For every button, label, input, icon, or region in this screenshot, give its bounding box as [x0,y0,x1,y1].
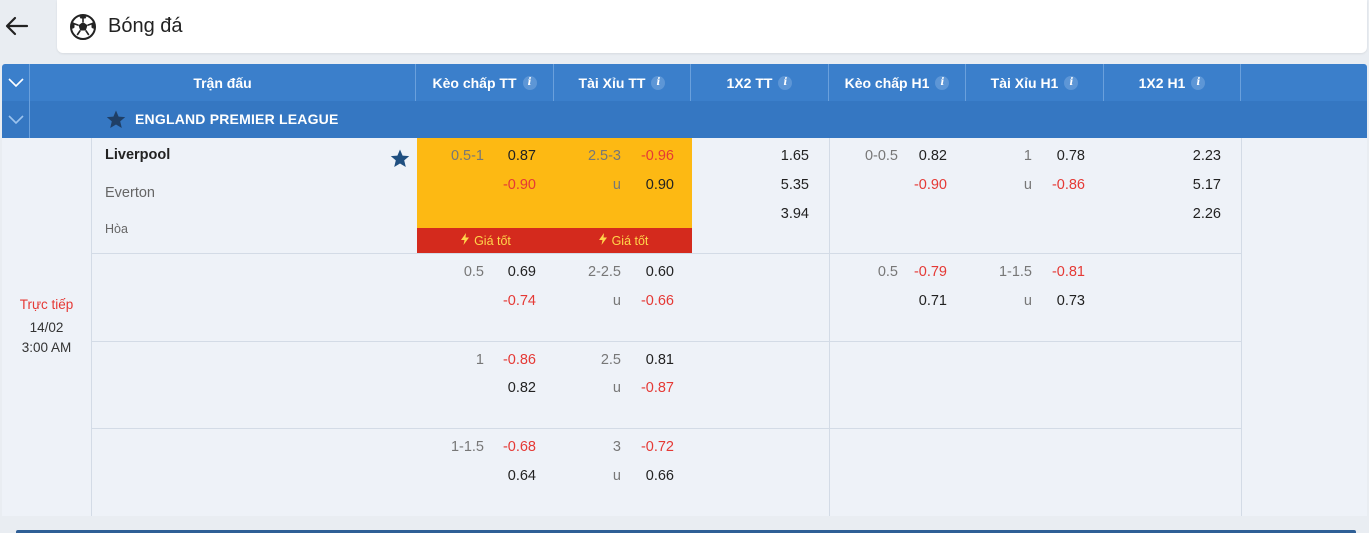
chevron-down-icon [7,114,24,124]
col-over-under-ft: Tài Xỉu TT i [554,64,691,101]
odds-value[interactable]: -0.86 [1051,177,1085,193]
odds-value[interactable]: 2.26 [1192,206,1221,222]
odds-value[interactable]: -0.96 [640,148,674,164]
info-icon[interactable]: i [651,75,666,90]
odds-value[interactable]: 2.23 [1192,148,1221,164]
col-over-under-h1: Tài Xỉu H1 i [966,64,1104,101]
info-icon[interactable]: i [778,75,793,90]
odds-value[interactable]: -0.72 [640,439,674,455]
live-label: Trực tiếp [19,296,74,312]
col-handicap-ft: Kèo chấp TT i [416,64,554,101]
odds-value[interactable]: 5.17 [1192,177,1221,193]
league-collapse-toggle[interactable] [2,101,30,138]
odds-value[interactable]: 0.60 [645,264,674,280]
odds-value[interactable]: -0.87 [640,380,674,396]
away-team[interactable]: Everton [105,185,155,201]
best-price-badge-over-under[interactable]: Giá tốt [555,228,692,253]
under-label: u [1023,293,1032,309]
divider [91,428,1241,429]
sport-title-card: Bóng đá [57,0,1367,53]
odds-value[interactable]: -0.68 [502,439,536,455]
handicap-line: 1 [475,352,484,368]
info-icon[interactable]: i [935,75,950,90]
total-line: 2.5-3 [587,148,621,164]
under-label: u [612,380,621,396]
odds-value[interactable]: -0.79 [913,264,947,280]
odds-value[interactable]: 0.71 [918,293,947,309]
odds-value[interactable]: -0.74 [502,293,536,309]
info-icon[interactable]: i [1191,75,1206,90]
total-line: 3 [612,439,621,455]
back-button[interactable] [0,0,34,52]
favorite-star-icon[interactable] [390,149,410,168]
odds-value[interactable]: 0.69 [507,264,536,280]
total-line: 1 [1023,148,1032,164]
odds-value[interactable]: -0.90 [502,177,536,193]
odds-value[interactable]: 5.35 [780,177,809,193]
col-match: Trận đấu [30,64,416,101]
arrow-left-icon [5,16,29,36]
match-body: Giá tốt Giá tốt Trực tiếp 14/02 3:00 AM … [2,138,1367,533]
odds-value[interactable]: -0.90 [913,177,947,193]
divider [1241,138,1242,516]
page-title: Bóng đá [108,15,183,37]
col-1x2-ft: 1X2 TT i [691,64,829,101]
match-date: 14/02 [29,319,64,335]
odds-value[interactable]: 0.82 [507,380,536,396]
odds-value[interactable]: 0.87 [507,148,536,164]
odds-value[interactable]: 0.82 [918,148,947,164]
handicap-line: 0.5 [877,264,898,280]
home-team[interactable]: Liverpool [105,147,171,163]
total-line: 1-1.5 [998,264,1032,280]
divider [91,138,92,516]
best-price-badge-handicap[interactable]: Giá tốt [417,228,555,253]
under-label: u [612,468,621,484]
total-line: 2.5 [600,352,621,368]
under-label: u [612,293,621,309]
draw-label: Hòa [105,222,128,236]
odds-value[interactable]: -0.66 [640,293,674,309]
table-header: Trận đấu Kèo chấp TT i Tài Xỉu TT i 1X2 TT… [2,64,1367,101]
odds-value[interactable]: 0.73 [1056,293,1085,309]
handicap-line: 0.5 [463,264,484,280]
under-label: u [1023,177,1032,193]
collapse-all-toggle[interactable] [2,64,30,101]
total-line: 2-2.5 [587,264,621,280]
odds-value[interactable]: 0.66 [645,468,674,484]
match-time: 3:00 AM [21,339,72,355]
odds-value[interactable]: 1.65 [780,148,809,164]
odds-value[interactable]: 0.90 [645,177,674,193]
chevron-down-icon [7,77,24,87]
under-label: u [612,177,621,193]
odds-value[interactable]: 0.78 [1056,148,1085,164]
divider [829,138,830,516]
soccer-ball-icon [70,13,96,40]
odds-value[interactable]: -0.81 [1051,264,1085,280]
league-row[interactable]: ENGLAND PREMIER LEAGUE [2,101,1367,138]
lightning-icon [461,233,470,248]
divider [91,253,1241,254]
divider [91,341,1241,342]
star-icon[interactable] [106,110,126,129]
info-icon[interactable]: i [1064,75,1079,90]
handicap-line: 1-1.5 [450,439,484,455]
col-1x2-h1: 1X2 H1 i [1104,64,1241,101]
next-section-strip [2,516,1367,533]
odds-value[interactable]: -0.86 [502,352,536,368]
match-status: Trực tiếp 14/02 3:00 AM [2,138,91,516]
handicap-line: 0-0.5 [864,148,898,164]
odds-value[interactable]: 0.81 [645,352,674,368]
league-name: ENGLAND PREMIER LEAGUE [135,111,339,127]
next-section-header [16,530,1356,533]
col-handicap-h1: Kèo chấp H1 i [829,64,966,101]
best-price-highlight [417,138,692,228]
odds-value[interactable]: 0.64 [507,468,536,484]
lightning-icon [598,233,607,248]
info-icon[interactable]: i [522,75,537,90]
odds-value[interactable]: 3.94 [780,206,809,222]
handicap-line: 0.5-1 [450,148,484,164]
odds-table: Trận đấu Kèo chấp TT i Tài Xỉu TT i 1X2 TT… [2,64,1367,533]
